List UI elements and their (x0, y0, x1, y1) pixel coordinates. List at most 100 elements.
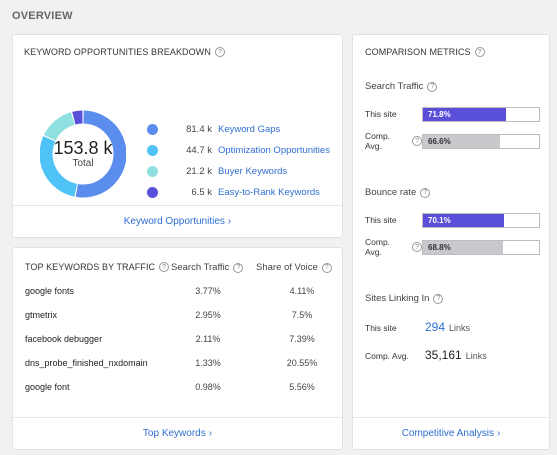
legend-value: 44.7 k (186, 145, 212, 156)
help-icon[interactable]: ? (321, 262, 332, 273)
chevron-right-icon: › (496, 428, 501, 439)
share-of-voice-cell: 5.56% (289, 382, 315, 392)
keyword-cell[interactable]: gtmetrix (25, 310, 58, 320)
search-traffic-site-bar: 71.8% (422, 106, 540, 122)
keyword-donut-chart (40, 110, 126, 198)
legend-value: 81.4 k (186, 124, 212, 135)
legend-item-optimization-opportunities[interactable]: 44.7 k Optimization Opportunities (147, 140, 330, 161)
comparison-metrics-panel: COMPARISON METRICS ? Search Traffic ? Th… (352, 34, 550, 450)
link-label: This site (365, 323, 397, 333)
search-traffic-site-row: This site 71.8% (365, 106, 540, 122)
chevron-right-icon: › (208, 428, 213, 439)
table-row[interactable]: dns_probe_finished_nxdomain 1.33% 20.55% (25, 352, 330, 374)
bar-label: This site (365, 215, 397, 225)
share-of-voice-cell: 7.39% (289, 334, 315, 344)
keyword-opportunities-panel: KEYWORD OPPORTUNITIES BREAKDOWN ? 153.8 … (12, 34, 343, 238)
keyword-opportunities-header: KEYWORD OPPORTUNITIES BREAKDOWN ? (24, 47, 225, 57)
table-row[interactable]: gtmetrix 2.95% 7.5% (25, 304, 330, 326)
sites-linking-in-avg-row: Comp. Avg. 35,161 Links (365, 348, 487, 362)
column-header-share-of-voice[interactable]: Share of Voice ? (256, 262, 332, 273)
bar-fill: 71.8% (423, 107, 507, 121)
keyword-opportunities-link-label: Keyword Opportunities (123, 216, 225, 227)
keyword-cell[interactable]: google fonts (25, 286, 75, 296)
top-keywords-header: TOP KEYWORDS BY TRAFFIC ? (25, 262, 170, 272)
bar-fill: 70.1% (423, 213, 505, 227)
links-unit: Links (449, 323, 471, 333)
column-header-label: Search Traffic (171, 262, 230, 273)
help-icon[interactable]: ? (427, 81, 438, 92)
overview-title: OVERVIEW (12, 10, 73, 22)
donut-slice-keyword-gaps[interactable] (75, 110, 126, 198)
help-icon[interactable]: ? (412, 242, 422, 252)
column-header-search-traffic[interactable]: Search Traffic ? (171, 262, 244, 273)
bounce-rate-avg-row: Comp. Avg. ? 68.8% (365, 237, 540, 257)
keyword-opportunities-link[interactable]: Keyword Opportunities › (13, 205, 342, 237)
help-icon[interactable]: ? (474, 47, 485, 57)
section-title-label: Sites Linking In (365, 293, 430, 304)
search-traffic-cell: 3.77% (195, 286, 221, 296)
search-traffic-cell: 2.11% (195, 334, 221, 344)
search-traffic-cell: 2.95% (195, 310, 221, 320)
bar-label-text: Comp. Avg. (365, 131, 391, 151)
search-traffic-cell: 0.98% (195, 382, 221, 392)
help-icon[interactable]: ? (433, 293, 444, 304)
donut-slice-easy-to-rank-keywords[interactable] (72, 110, 83, 125)
bounce-rate-section-title: Bounce rate ? (365, 187, 431, 198)
donut-total-value: 153.8 k (53, 137, 113, 158)
donut-total-label: Total (72, 157, 94, 169)
table-row[interactable]: google font 0.98% 5.56% (25, 376, 330, 398)
section-title-label: Bounce rate (365, 187, 417, 198)
top-keywords-link-label: Top Keywords (142, 428, 206, 439)
search-traffic-avg-row: Comp. Avg. ? 66.6% (365, 131, 540, 151)
bar-fill: 66.6% (423, 134, 501, 148)
top-keywords-link[interactable]: Top Keywords › (13, 417, 342, 449)
table-row[interactable]: facebook debugger 2.11% 7.39% (25, 328, 330, 350)
bounce-rate-site-row: This site 70.1% (365, 212, 540, 228)
help-icon[interactable]: ? (233, 262, 244, 273)
site-links-value[interactable]: 294 (425, 320, 446, 334)
keyword-cell[interactable]: dns_probe_finished_nxdomain (25, 358, 148, 368)
help-icon[interactable]: ? (420, 187, 431, 198)
competitive-analysis-link-label: Competitive Analysis (401, 428, 494, 439)
section-title-label: Search Traffic (365, 81, 424, 92)
keyword-cell[interactable]: facebook debugger (25, 334, 103, 344)
legend-link-easy-to-rank-keywords[interactable]: Easy-to-Rank Keywords (218, 187, 320, 198)
keyword-cell[interactable]: google font (25, 382, 70, 392)
bar-fill: 68.8% (423, 240, 503, 254)
donut-slice-optimization-opportunities[interactable] (40, 136, 78, 197)
help-icon[interactable]: ? (412, 136, 422, 146)
links-unit: Links (465, 351, 487, 361)
legend-item-keyword-gaps[interactable]: 81.4 k Keyword Gaps (147, 119, 330, 140)
legend-item-buyer-keywords[interactable]: 21.2 k Buyer Keywords (147, 161, 330, 182)
legend-value: 6.5 k (191, 187, 212, 198)
share-of-voice-cell: 7.5% (291, 310, 313, 320)
column-header-label: Share of Voice (256, 262, 318, 273)
help-icon[interactable]: ? (214, 47, 225, 57)
legend-dot (147, 166, 158, 177)
link-label: Comp. Avg. (365, 351, 409, 361)
bounce-rate-site-bar: 70.1% (422, 212, 540, 228)
comparison-metrics-header: COMPARISON METRICS ? (365, 47, 485, 57)
table-row[interactable]: google fonts 3.77% 4.11% (25, 280, 330, 302)
help-icon[interactable]: ? (159, 262, 170, 272)
bar-label: Comp. Avg. ? (365, 131, 422, 151)
search-traffic-avg-bar: 66.6% (422, 133, 540, 149)
legend-link-buyer-keywords[interactable]: Buyer Keywords (218, 166, 288, 177)
bar-label-text: Comp. Avg. (365, 237, 391, 257)
donut-center: 153.8 k Total (40, 110, 126, 196)
bar-label: This site (365, 109, 397, 119)
legend-item-easy-to-rank-keywords[interactable]: 6.5 k Easy-to-Rank Keywords (147, 182, 330, 203)
search-traffic-section-title: Search Traffic ? (365, 81, 438, 92)
chevron-right-icon: › (227, 216, 232, 227)
legend-dot (147, 124, 158, 135)
comparison-metrics-title: COMPARISON METRICS (365, 47, 471, 57)
legend-link-optimization-opportunities[interactable]: Optimization Opportunities (218, 145, 330, 156)
share-of-voice-cell: 20.55% (286, 358, 318, 368)
share-of-voice-cell: 4.11% (289, 286, 315, 296)
legend-dot (147, 145, 158, 156)
legend-link-keyword-gaps[interactable]: Keyword Gaps (218, 124, 281, 135)
legend-value: 21.2 k (186, 166, 212, 177)
donut-slice-buyer-keywords[interactable] (43, 112, 75, 141)
competitive-analysis-link[interactable]: Competitive Analysis › (353, 417, 549, 449)
bar-label: Comp. Avg. ? (365, 237, 422, 257)
